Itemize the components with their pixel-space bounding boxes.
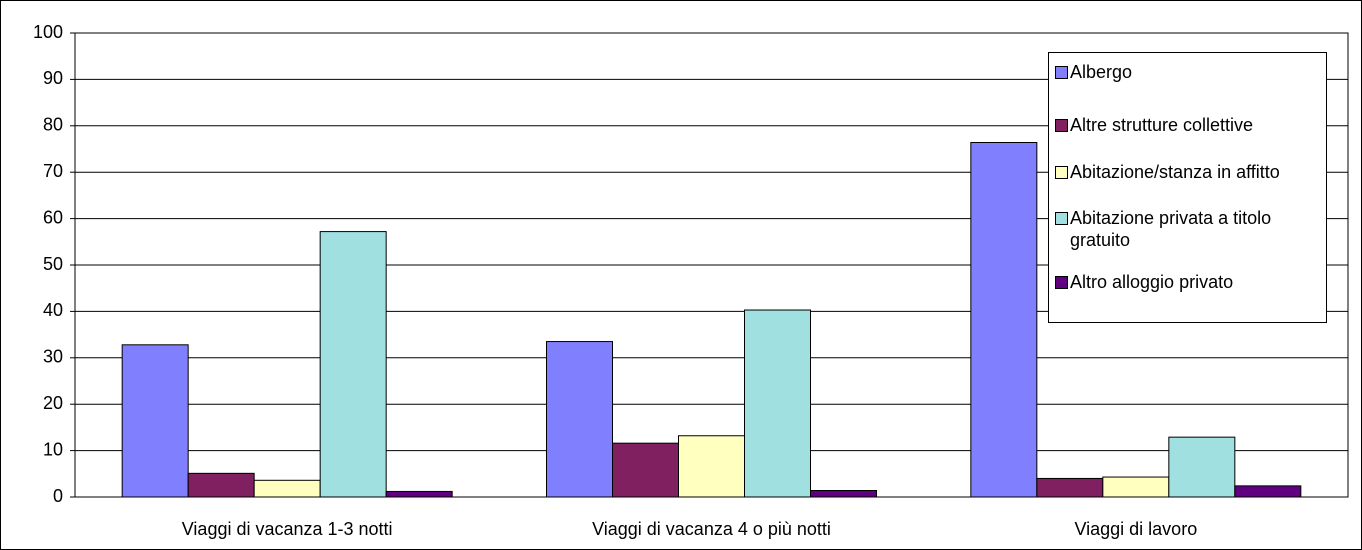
bar [1036,477,1104,498]
y-tick-label: 60 [43,207,63,227]
legend-swatch [1055,276,1068,289]
legend [1048,52,1327,323]
y-tick-label: 10 [43,439,63,459]
bar [1168,436,1236,498]
y-tick-label: 90 [43,68,63,88]
y-tick-label: 40 [43,300,63,320]
bar [187,472,255,498]
bar [1102,476,1170,498]
legend-swatch [1055,119,1068,132]
bar [678,435,745,498]
bar [253,479,321,498]
y-tick-label: 30 [43,347,63,367]
y-tick-label: 100 [33,22,63,42]
legend-swatch [1055,166,1068,179]
legend-label: Albergo [1070,62,1133,82]
bar [970,142,1038,498]
x-tick-label: Viaggi di vacanza 1-3 notti [182,519,393,539]
bar [612,442,679,498]
bar [810,490,877,498]
y-tick-label: 70 [43,161,63,181]
bar [121,344,189,498]
legend-label: Altro alloggio privato [1070,272,1234,292]
bar [546,341,613,498]
legend-label: Abitazione/stanza in affitto [1070,162,1280,182]
y-tick-label: 20 [43,393,63,413]
y-tick-label: 80 [43,115,63,135]
legend-label: Altre strutture collettive [1070,115,1254,135]
bar [319,231,387,498]
legend-swatch [1055,212,1068,225]
legend-label: Abitazione privata a titolo gratuito [1070,208,1272,250]
x-tick-label: Viaggi di lavoro [1074,519,1197,539]
bar [385,490,453,498]
bar [1234,485,1302,498]
y-tick-label: 0 [53,486,63,506]
y-tick-label: 50 [43,254,63,274]
x-tick-label: Viaggi di vacanza 4 o più notti [592,519,831,539]
legend-swatch [1055,66,1068,79]
bar [744,309,811,498]
